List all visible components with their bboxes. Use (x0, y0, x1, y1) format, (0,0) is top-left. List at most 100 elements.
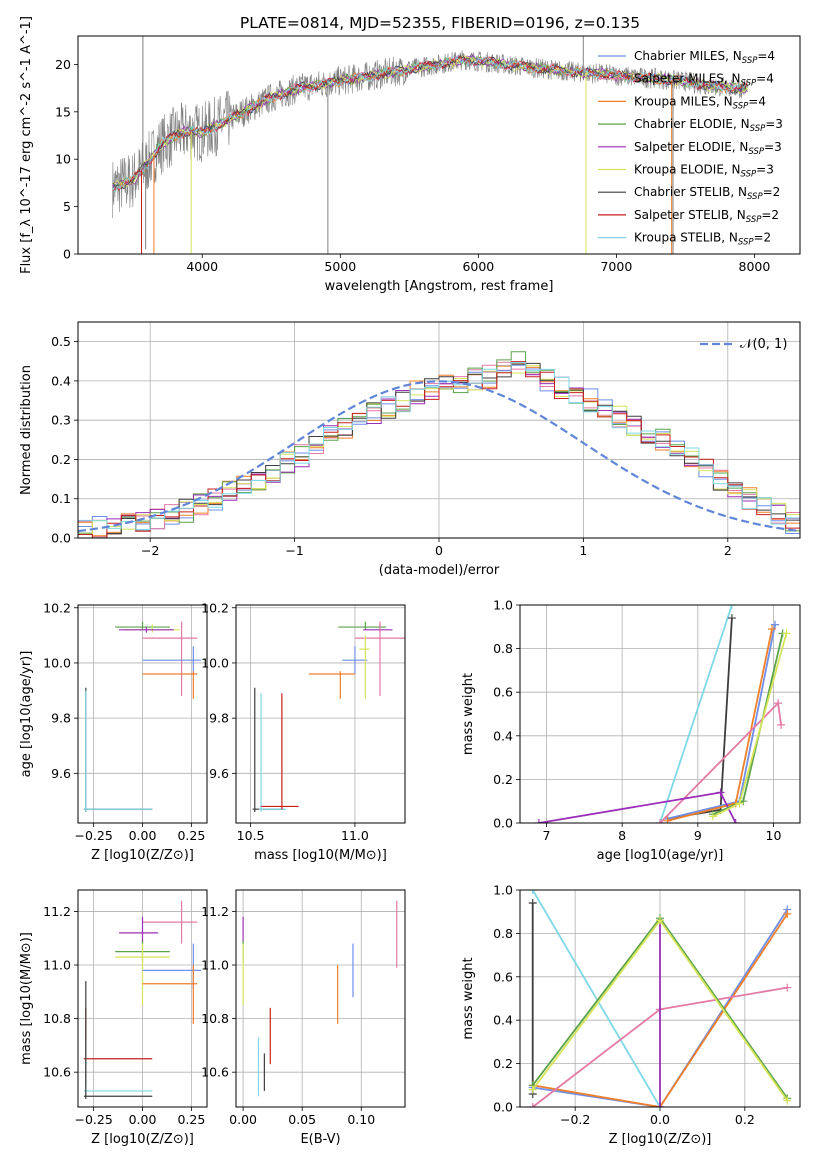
plus-marker (656, 819, 664, 823)
axes-mass-vs-Z: −0.25 0.00 0.25 10.6 10.8 11.0 11.2 Z [log10(Z/… (19, 889, 208, 1147)
x-tick-label: 2 (724, 543, 732, 558)
x-tick-label: −0.25 (74, 828, 112, 843)
y-tick-label: 20 (55, 57, 71, 72)
weight-lines (528, 890, 792, 1107)
legend-subscript: SSP (748, 147, 764, 157)
x-tick-label: 0 (435, 543, 443, 558)
y-tick-label: 0 (63, 247, 71, 262)
y-tick-label: 0.8 (493, 926, 513, 941)
y-tick-label: 10.8 (201, 1011, 229, 1026)
legend-suffix: =3 (756, 163, 774, 177)
y-tick-label: 9.6 (51, 766, 71, 781)
errorbars (252, 621, 405, 812)
errorbars (83, 621, 202, 812)
y-tick-label: 0.0 (493, 816, 513, 831)
plus-marker (716, 788, 725, 797)
y-tick-label: 10.2 (201, 600, 229, 615)
x-tick-label: 7 (543, 828, 551, 843)
legend-subscript: SSP (741, 170, 757, 180)
plus-marker (708, 812, 717, 821)
plus-marker (783, 983, 792, 992)
plus-marker (528, 1085, 537, 1094)
x-tick-label: 0.00 (229, 1112, 257, 1127)
x-tick-label: −1 (285, 543, 303, 558)
x-tick-label: 11.0 (341, 828, 369, 843)
y-tick-label: 0.8 (493, 641, 513, 656)
legend-entry: Salpeter STELIB, NSSP=2 (634, 208, 779, 225)
plus-marker (771, 620, 780, 629)
plus-marker (774, 699, 783, 708)
legend-text: Salpeter MILES, N (634, 72, 741, 86)
y-tick-label: 1.0 (493, 883, 513, 898)
legend-suffix: =3 (764, 140, 782, 154)
x-tick-label: 0.00 (129, 828, 157, 843)
weight-line-chabrier_elodie (712, 633, 784, 816)
y-tick-label: 0.4 (493, 1013, 513, 1028)
legend-text: Chabrier STELIB, N (634, 185, 747, 199)
y-tick-label: 0.5 (51, 334, 71, 349)
spectrum-lines (112, 36, 748, 254)
x-axis-label: wavelength [Angstrom, rest frame] (325, 279, 554, 294)
y-tick-label: 0.2 (493, 772, 513, 787)
plus-marker (528, 890, 537, 894)
plus-marker (663, 816, 672, 823)
x-tick-label: 6000 (462, 259, 494, 274)
weight-line-salpeter_elodie (538, 791, 737, 823)
y-tick-label: 11.0 (43, 958, 71, 973)
x-tick-label: 5000 (324, 259, 356, 274)
errorbars (83, 900, 202, 1099)
weight-line-kroupa_stelib (659, 605, 733, 823)
model-spectrum-salpeter_stelib (112, 55, 748, 191)
y-tick-label: 10.8 (43, 1011, 71, 1026)
x-tick-label: 8 (618, 828, 626, 843)
observed-spectrum-line (112, 50, 748, 219)
plus-marker (528, 899, 537, 908)
legend-subscript: SSP (750, 124, 766, 134)
y-tick-label: 11.2 (201, 904, 229, 919)
axes-age-vs-mass: 10.5 11.0 9.6 9.8 10.0 10.2 mass [log10(M/M⊙)] (201, 600, 406, 863)
legend-suffix: =2 (761, 208, 779, 222)
legend-text: Salpeter ELODIE, N (634, 140, 748, 154)
legend-subscript: SSP (741, 79, 757, 89)
y-tick-label: 9.8 (209, 711, 229, 726)
plus-marker (735, 799, 744, 808)
legend-suffix: =3 (765, 117, 783, 131)
y-axis-label: age [log10(age/yr)] (19, 651, 34, 778)
y-axis-label: mass weight (461, 673, 476, 755)
x-tick-label: −0.2 (560, 1112, 590, 1127)
y-tick-label: 0.3 (51, 413, 71, 428)
legend-text: Chabrier ELODIE, N (634, 117, 750, 131)
x-axis-label: (data-model)/error (379, 563, 500, 578)
legend-suffix: =4 (748, 94, 766, 108)
x-tick-label: −0.25 (74, 1112, 112, 1127)
weight-line-kroupa_stelib (531, 890, 661, 1107)
x-tick-label: 7000 (600, 259, 632, 274)
plus-marker (782, 629, 791, 638)
y-tick-label: 0.2 (51, 452, 71, 467)
axes-frame (519, 604, 801, 824)
axes-frame (235, 604, 406, 824)
x-tick-label: −2 (141, 543, 159, 558)
y-tick-label: 0.4 (493, 728, 513, 743)
y-tick-label: 0.0 (493, 1100, 513, 1115)
legend-text: Kroupa MILES, N (634, 94, 733, 108)
y-tick-label: 0.4 (51, 373, 71, 388)
y-tick-label: 0.1 (51, 491, 71, 506)
legend-entry: Chabrier MILES, NSSP=4 (634, 49, 775, 66)
legend-entry: Salpeter MILES, NSSP=4 (634, 72, 774, 89)
plus-marker (656, 1103, 664, 1107)
weight-line-chabrier_stelib (667, 618, 733, 820)
x-axis-label: mass [log10(M/M⊙)] (254, 848, 387, 863)
legend-suffix: =2 (754, 231, 772, 245)
legend-text: Kroupa STELIB, N (634, 231, 738, 245)
histogram-salpeter_stelib (78, 361, 800, 538)
legend-entry: Salpeter ELODIE, NSSP=3 (634, 140, 782, 157)
legend-entry: Kroupa ELODIE, NSSP=3 (634, 163, 774, 180)
y-tick-label: 10.6 (201, 1065, 229, 1080)
legend-subscript: SSP (738, 238, 754, 248)
plus-marker (777, 720, 786, 729)
axes-frame (77, 35, 801, 255)
x-tick-label: 8000 (739, 259, 771, 274)
legend-subscript: SSP (733, 101, 749, 111)
